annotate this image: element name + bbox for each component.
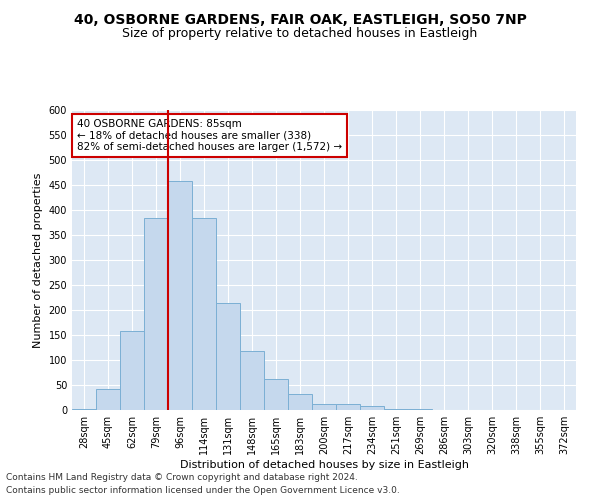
Text: 40, OSBORNE GARDENS, FAIR OAK, EASTLEIGH, SO50 7NP: 40, OSBORNE GARDENS, FAIR OAK, EASTLEIGH… xyxy=(74,12,526,26)
Bar xyxy=(72,408,96,410)
Text: Size of property relative to detached houses in Eastleigh: Size of property relative to detached ho… xyxy=(122,28,478,40)
X-axis label: Distribution of detached houses by size in Eastleigh: Distribution of detached houses by size … xyxy=(179,460,469,470)
Text: Contains public sector information licensed under the Open Government Licence v3: Contains public sector information licen… xyxy=(6,486,400,495)
Text: 40 OSBORNE GARDENS: 85sqm
← 18% of detached houses are smaller (338)
82% of semi: 40 OSBORNE GARDENS: 85sqm ← 18% of detac… xyxy=(77,119,342,152)
Bar xyxy=(264,379,288,410)
Bar xyxy=(216,302,240,410)
Bar xyxy=(336,404,360,410)
Bar xyxy=(96,389,120,410)
Y-axis label: Number of detached properties: Number of detached properties xyxy=(33,172,43,348)
Bar xyxy=(192,218,216,410)
Bar xyxy=(312,404,336,410)
Bar xyxy=(168,181,192,410)
Bar xyxy=(360,406,384,410)
Bar xyxy=(144,218,168,410)
Bar xyxy=(384,408,408,410)
Bar xyxy=(120,331,144,410)
Bar xyxy=(288,394,312,410)
Bar xyxy=(240,351,264,410)
Text: Contains HM Land Registry data © Crown copyright and database right 2024.: Contains HM Land Registry data © Crown c… xyxy=(6,474,358,482)
Bar xyxy=(408,409,432,410)
